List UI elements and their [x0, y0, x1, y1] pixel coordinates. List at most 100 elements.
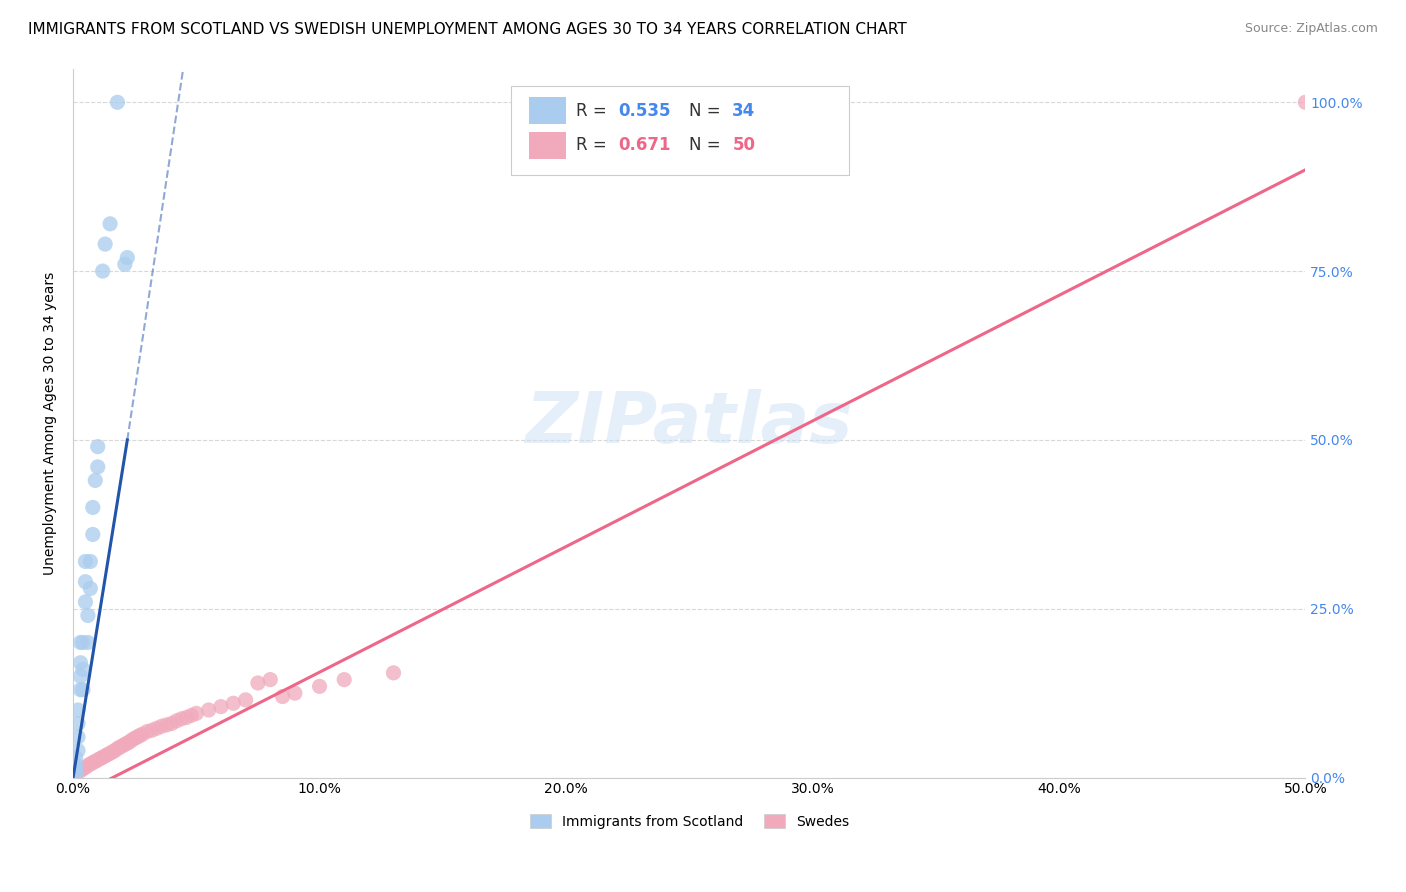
Point: [65, 764, 87, 778]
Point: [75, 554, 97, 568]
Point: [284, 686, 307, 700]
Point: [160, 716, 183, 731]
Text: 0.535: 0.535: [617, 102, 671, 120]
Text: N =: N =: [689, 102, 725, 120]
Point: [124, 731, 146, 746]
Point: [75, 760, 97, 774]
Point: [72, 682, 94, 697]
Point: [72, 663, 94, 677]
Point: [65, 757, 87, 772]
Point: [77, 608, 100, 623]
Point: [84, 474, 107, 488]
Point: [79, 582, 101, 596]
Point: [65, 767, 87, 781]
Text: R =: R =: [576, 136, 612, 154]
FancyBboxPatch shape: [529, 97, 567, 124]
Point: [117, 251, 139, 265]
FancyBboxPatch shape: [510, 87, 849, 175]
Point: [82, 527, 104, 541]
Point: [197, 703, 219, 717]
Point: [69, 635, 91, 649]
Point: [333, 673, 356, 687]
Point: [87, 440, 110, 454]
Point: [141, 723, 163, 738]
Point: [235, 693, 257, 707]
Point: [259, 673, 281, 687]
Point: [77, 635, 100, 649]
Point: [98, 746, 121, 760]
Point: [69, 764, 91, 778]
Point: [69, 669, 91, 683]
Point: [75, 595, 97, 609]
Point: [65, 760, 87, 774]
Text: R =: R =: [576, 102, 612, 120]
Point: [382, 665, 405, 680]
Point: [82, 756, 104, 770]
Text: 0.671: 0.671: [617, 136, 671, 154]
Point: [107, 95, 129, 110]
Point: [94, 237, 117, 252]
Point: [97, 747, 120, 762]
Point: [150, 719, 173, 733]
Point: [69, 682, 91, 697]
Point: [222, 696, 245, 710]
Text: ZIPatlas: ZIPatlas: [526, 389, 853, 458]
Point: [271, 690, 294, 704]
Point: [82, 500, 104, 515]
Point: [156, 718, 179, 732]
Point: [127, 730, 149, 744]
Point: [118, 735, 141, 749]
Point: [111, 739, 134, 753]
Point: [69, 656, 91, 670]
Point: [87, 459, 110, 474]
Point: [65, 750, 87, 764]
Point: [91, 264, 114, 278]
Point: [98, 217, 121, 231]
Point: [94, 748, 117, 763]
Point: [146, 721, 169, 735]
Text: 50: 50: [733, 136, 755, 154]
Point: [1294, 95, 1316, 110]
Point: [180, 708, 202, 723]
Point: [79, 554, 101, 568]
Point: [77, 758, 100, 772]
Text: Source: ZipAtlas.com: Source: ZipAtlas.com: [1244, 22, 1378, 36]
Point: [170, 712, 193, 726]
Point: [101, 745, 124, 759]
Point: [107, 741, 129, 756]
Point: [246, 676, 269, 690]
Text: N =: N =: [689, 136, 725, 154]
Point: [176, 710, 198, 724]
Point: [75, 574, 97, 589]
Point: [308, 679, 330, 693]
Point: [65, 767, 87, 781]
Point: [117, 736, 139, 750]
Legend: Immigrants from Scotland, Swedes: Immigrants from Scotland, Swedes: [524, 808, 855, 834]
Point: [186, 706, 208, 721]
Point: [108, 740, 131, 755]
Point: [66, 716, 89, 731]
Point: [91, 750, 114, 764]
Point: [114, 738, 136, 752]
Text: 34: 34: [733, 102, 755, 120]
Point: [84, 755, 107, 769]
Text: IMMIGRANTS FROM SCOTLAND VS SWEDISH UNEMPLOYMENT AMONG AGES 30 TO 34 YEARS CORRE: IMMIGRANTS FROM SCOTLAND VS SWEDISH UNEM…: [28, 22, 907, 37]
Point: [121, 732, 143, 747]
Point: [79, 757, 101, 772]
Point: [128, 729, 150, 743]
Point: [66, 743, 89, 757]
Point: [72, 762, 94, 776]
Point: [66, 703, 89, 717]
Point: [72, 635, 94, 649]
Point: [87, 753, 110, 767]
Y-axis label: Unemployment Among Ages 30 to 34 years: Unemployment Among Ages 30 to 34 years: [44, 271, 58, 574]
Point: [166, 714, 188, 728]
FancyBboxPatch shape: [529, 132, 567, 160]
Point: [66, 730, 89, 744]
Point: [131, 727, 153, 741]
Point: [209, 699, 232, 714]
Point: [136, 724, 159, 739]
Point: [89, 751, 111, 765]
Point: [104, 743, 127, 757]
Point: [114, 257, 136, 271]
